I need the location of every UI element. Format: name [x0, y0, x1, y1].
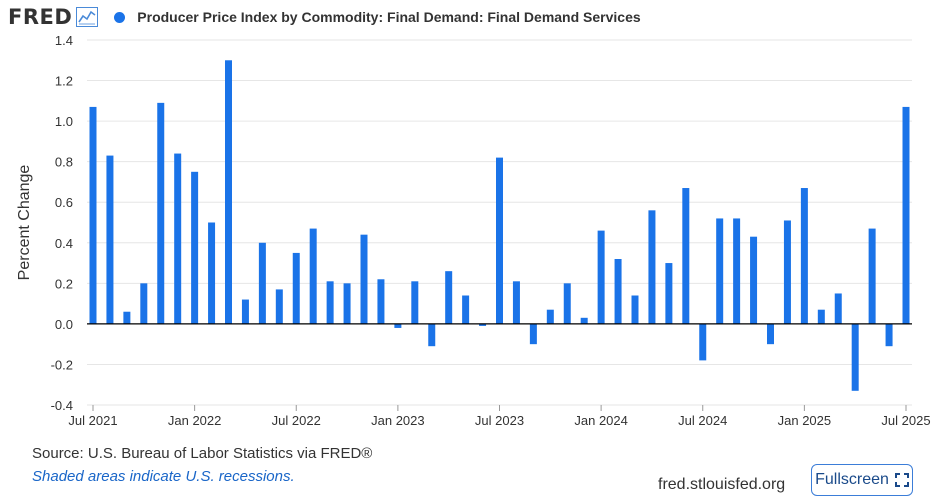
- bar: [275, 289, 283, 324]
- y-tick-label: 0.8: [55, 155, 73, 170]
- y-tick-label: -0.2: [51, 357, 73, 372]
- x-tick-label: Jan 2022: [168, 413, 222, 428]
- x-tick-label: Jan 2025: [778, 413, 832, 428]
- bar: [258, 242, 266, 324]
- bar-chart: -0.4 -0.2 0.0 0.2 0.4 0.6 0.8 1.0 1.2 1.4 Jul 202…: [16, 33, 931, 428]
- bar: [360, 234, 368, 324]
- bar: [902, 106, 910, 324]
- bar: [157, 102, 165, 324]
- bar: [716, 218, 724, 324]
- x-tick-label: Jul 2021: [68, 413, 117, 428]
- y-tick-label: 1.2: [55, 74, 73, 89]
- bar: [479, 323, 487, 326]
- bar: [546, 309, 554, 324]
- fullscreen-label: Fullscreen: [815, 471, 889, 488]
- bar: [496, 157, 503, 324]
- bar: [614, 259, 622, 324]
- bar: [783, 220, 791, 324]
- bar: [411, 281, 419, 324]
- y-axis-label: Percent Change: [16, 165, 33, 281]
- bar: [208, 222, 216, 324]
- x-tick-label: Jul 2022: [272, 413, 321, 428]
- bar: [817, 309, 825, 324]
- bar: [529, 323, 537, 345]
- chart-header: FRED Producer Price Index by Commodity: …: [8, 4, 641, 30]
- bar: [343, 283, 351, 324]
- y-axis-ticks: -0.4 -0.2 0.0 0.2 0.4 0.6 0.8 1.0 1.2 1.4: [51, 33, 73, 413]
- bar: [682, 188, 690, 324]
- fred-url[interactable]: fred.stlouisfed.org: [658, 476, 786, 493]
- bar: [699, 323, 707, 361]
- bar: [834, 293, 842, 324]
- bar: [309, 228, 317, 324]
- bar: [225, 60, 232, 324]
- y-tick-label: 0.6: [55, 195, 73, 210]
- bar: [767, 323, 774, 345]
- y-tick-label: 0.4: [55, 236, 73, 251]
- bar: [140, 283, 148, 324]
- graph-icon: [76, 7, 99, 27]
- bar: [377, 279, 385, 324]
- fullscreen-button[interactable]: Fullscreen: [811, 464, 913, 496]
- bar: [89, 106, 97, 324]
- x-tick-label: Jan 2024: [574, 413, 628, 428]
- x-tick-label: Jul 2023: [475, 413, 524, 428]
- bars: [89, 60, 910, 391]
- x-axis-ticks: Jul 2021 Jan 2022 Jul 2022 Jan 2023 Jul 2023…: [68, 405, 931, 428]
- y-tick-label: 0.2: [55, 276, 73, 291]
- bar: [868, 228, 876, 324]
- x-tick-label: Jul 2025: [881, 413, 930, 428]
- chart-legend: Producer Price Index by Commodity: Final…: [114, 9, 641, 25]
- bar: [241, 299, 249, 324]
- x-tick-label: Jan 2023: [371, 413, 425, 428]
- bar: [563, 283, 571, 324]
- bar: [106, 155, 114, 324]
- bar: [631, 295, 639, 324]
- bar: [428, 323, 436, 347]
- bar: [580, 317, 588, 324]
- source-note: Source: U.S. Bureau of Labor Statistics …: [32, 445, 373, 462]
- bar: [851, 323, 859, 391]
- bar: [191, 171, 199, 324]
- bar: [648, 210, 656, 324]
- bar: [885, 323, 893, 347]
- bar: [462, 295, 470, 324]
- y-tick-label: 1.0: [55, 114, 73, 129]
- y-tick-label: 0.0: [55, 317, 73, 332]
- bar: [174, 153, 182, 324]
- x-tick-label: Jul 2024: [678, 413, 727, 428]
- bar: [326, 281, 334, 324]
- series-title: Producer Price Index by Commodity: Final…: [137, 9, 641, 25]
- expand-icon: [894, 473, 909, 487]
- bar: [800, 188, 808, 324]
- bar: [292, 252, 300, 324]
- legend-marker: [114, 11, 126, 23]
- bar: [394, 323, 402, 328]
- bar: [597, 230, 605, 324]
- fred-logo[interactable]: FRED: [8, 5, 99, 29]
- bar: [123, 311, 131, 324]
- y-tick-label: 1.4: [55, 33, 73, 48]
- fred-logo-text: FRED: [8, 5, 73, 29]
- bar: [665, 263, 673, 324]
- bar: [445, 271, 453, 324]
- bar: [733, 218, 741, 324]
- bar: [512, 281, 520, 324]
- recession-note: Shaded areas indicate U.S. recessions.: [32, 468, 295, 485]
- bar: [750, 236, 758, 324]
- y-tick-label: -0.4: [51, 398, 73, 413]
